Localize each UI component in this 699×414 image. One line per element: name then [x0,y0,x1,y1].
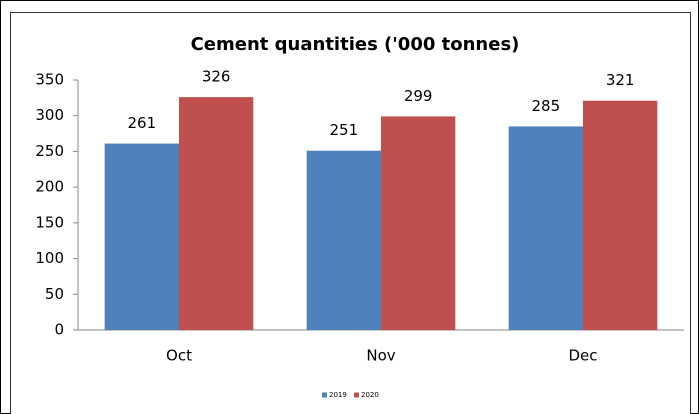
bar [381,116,456,330]
bar [306,150,381,330]
data-label: 261 [128,114,157,132]
x-tick-label: Dec [568,347,597,365]
y-tick-label: 0 [54,321,64,339]
bar [104,143,179,330]
y-tick-label: 200 [35,178,64,196]
bar [179,97,254,331]
data-label: 321 [606,71,635,89]
data-label: 251 [330,121,359,139]
y-tick-label: 300 [35,106,64,124]
data-label: 299 [404,87,433,105]
legend-swatch [354,392,359,398]
bar [583,100,658,330]
y-tick-label: 250 [35,142,64,160]
legend-label leg: 2019 [329,391,347,399]
y-tick-label: 100 [35,249,64,267]
x-tick-label: Nov [366,347,395,365]
x-tick-label: Oct [166,347,192,365]
chart-title: Cement quantities ('000 tonnes) [191,34,520,55]
y-tick-label: 350 [35,71,64,89]
bar [508,126,583,330]
legend-label leg: 2020 [361,391,379,399]
y-tick-label: 50 [45,285,64,303]
data-label: 326 [202,68,231,86]
y-tick-label: 150 [35,213,64,231]
legend-swatch [322,392,327,398]
data-label: 285 [532,97,561,115]
